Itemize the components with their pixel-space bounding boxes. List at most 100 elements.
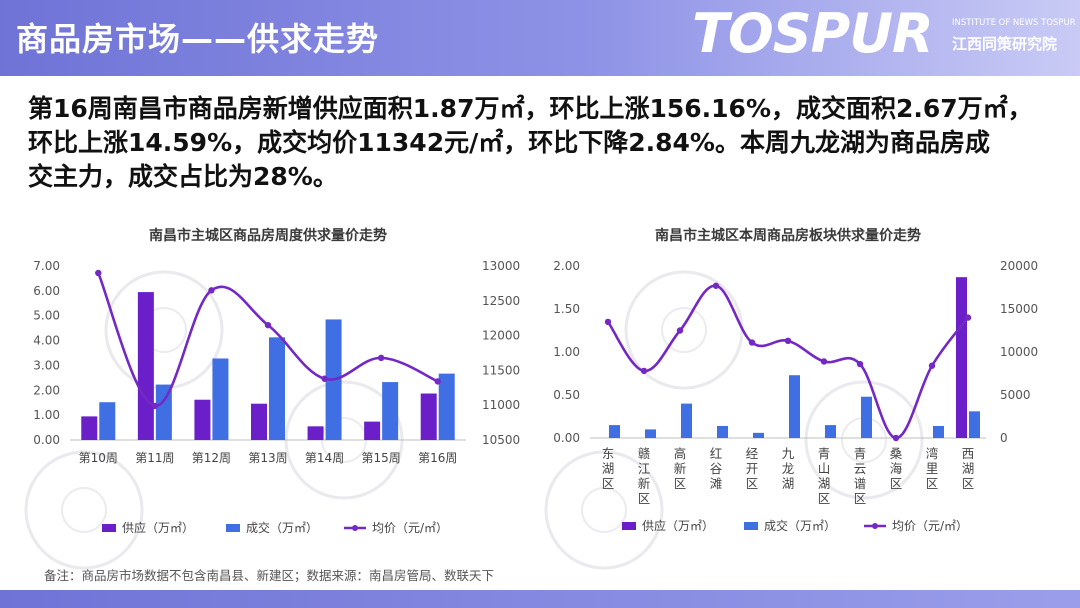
watermark-seal xyxy=(24,450,144,570)
legend-supply-label: 供应（万㎡） xyxy=(642,518,714,533)
supply-bar xyxy=(137,292,154,440)
district-chart-svg: 南昌市主城区本周商品房板块供求量价走势 0.00 0.50 1.00 1.50 2.00 0… xyxy=(544,227,1038,570)
right-axis-tick-label: 12500 xyxy=(482,294,520,308)
price-point xyxy=(151,402,159,410)
legend-price-marker xyxy=(872,523,878,529)
deal-bar xyxy=(609,425,620,438)
watermark-seal-inner xyxy=(661,307,707,353)
right-axis-tick-label: 15000 xyxy=(1000,302,1038,316)
right-axis-tick-label: 0 xyxy=(1000,431,1008,445)
price-point xyxy=(820,358,828,365)
right-axis-tick-label: 20000 xyxy=(1000,259,1038,273)
deal-bar xyxy=(933,425,944,438)
deal-bar xyxy=(861,396,872,438)
legend-supply-label: 供应（万㎡） xyxy=(122,520,194,535)
price-point xyxy=(676,327,684,334)
supply-bar xyxy=(364,421,381,440)
price-point xyxy=(712,282,720,289)
category-label: 赣江新区 xyxy=(638,446,651,506)
category-label: 第14周 xyxy=(305,451,344,465)
right-axis-tick-label: 5000 xyxy=(1000,388,1031,402)
header-bar: 商品房市场——供求走势 TOSPUR INSTITUTE OF NEWS TOS… xyxy=(0,0,1080,76)
left-axis-tick-label: 1.00 xyxy=(553,345,580,359)
right-axis-tick-label: 12000 xyxy=(482,329,520,343)
district-chart: 南昌市主城区本周商品房板块供求量价走势 0.00 0.50 1.00 1.50 2.00 0… xyxy=(534,210,1054,582)
category-label: 第15周 xyxy=(362,451,401,465)
deal-bar xyxy=(753,432,764,438)
right-axis-tick-label: 11500 xyxy=(482,363,520,377)
legend-supply-swatch xyxy=(102,524,116,532)
supply-bar xyxy=(251,403,267,440)
price-point xyxy=(784,337,792,345)
deal-bar xyxy=(155,384,172,440)
legend-deal-label: 成交（万㎡） xyxy=(246,520,318,535)
category-label: 第13周 xyxy=(248,451,287,465)
weekly-chart-svg: 南昌市主城区商品房周度供求量价走势 0.00 1.00 2.00 3.00 4.00 5.0… xyxy=(24,227,520,570)
supply-bar xyxy=(194,399,211,440)
watermark-seal-inner xyxy=(581,487,627,533)
left-axis-tick-label: 0.50 xyxy=(553,388,580,402)
chart-title: 南昌市主城区商品房周度供求量价走势 xyxy=(149,227,387,244)
category-label: 经开区 xyxy=(746,446,759,491)
deal-bar xyxy=(99,402,116,440)
price-point xyxy=(964,314,972,321)
right-axis-tick-label: 11000 xyxy=(482,398,520,412)
price-line xyxy=(606,284,970,440)
deal-bar xyxy=(269,337,285,440)
category-label: 青山湖区 xyxy=(818,446,831,506)
watermark-seal xyxy=(104,270,224,390)
category-label: 九龙湖 xyxy=(782,446,795,491)
left-axis-tick-label: 5.00 xyxy=(33,309,60,323)
supply-bar xyxy=(81,416,98,440)
footer-band xyxy=(0,590,1080,608)
left-axis-tick-label: 2.00 xyxy=(33,383,60,397)
logo-subtitle-cn: 江西同策研究院 xyxy=(952,35,1058,53)
supply-bar xyxy=(956,277,967,438)
watermark-seal xyxy=(544,450,664,570)
supply-bar xyxy=(307,426,324,440)
legend-deal-swatch xyxy=(744,522,758,530)
price-point xyxy=(95,269,102,277)
deal-bar xyxy=(681,403,692,438)
watermark-seal xyxy=(804,380,924,500)
deal-bar xyxy=(438,373,455,440)
summary-text: 第16周南昌市商品房新增供应面积1.87万㎡，环比上涨156.16%，成交面积2… xyxy=(28,92,1058,194)
right-axis-tick-label: 13000 xyxy=(482,259,520,273)
footnote: 备注：商品房市场数据不包含南昌县、新建区；数据来源：南昌房管局、数联天下 xyxy=(44,568,495,583)
deal-bar xyxy=(212,358,229,440)
price-point xyxy=(748,339,756,346)
left-axis-tick-label: 0.00 xyxy=(553,431,580,445)
right-axis-tick-label: 10000 xyxy=(1000,345,1038,359)
deal-bar xyxy=(717,425,728,438)
category-label: 高新区 xyxy=(674,446,687,491)
price-point xyxy=(321,375,328,382)
category-label: 第12周 xyxy=(192,451,231,465)
deal-bar xyxy=(382,382,399,440)
category-label: 第11周 xyxy=(135,451,174,465)
legend-supply-swatch xyxy=(622,522,636,530)
left-axis-tick-label: 0.00 xyxy=(33,433,60,447)
price-line xyxy=(97,272,439,408)
watermark-seal-inner xyxy=(61,487,107,533)
summary-line-3: 交主力，成交占比为28%。 xyxy=(28,162,338,191)
left-axis-tick-label: 2.00 xyxy=(553,259,580,273)
category-label: 桑海区 xyxy=(890,446,903,491)
weekly-chart: 南昌市主城区商品房周度供求量价走势 0.00 1.00 2.00 3.00 4.00 5.0… xyxy=(14,210,534,582)
legend-deal-label: 成交（万㎡） xyxy=(764,518,836,533)
price-point xyxy=(264,321,272,329)
category-label: 青云谱区 xyxy=(854,446,867,506)
supply-bar xyxy=(420,393,437,440)
left-axis-tick-label: 4.00 xyxy=(33,334,60,348)
category-label: 东湖区 xyxy=(602,446,615,491)
left-axis-tick-label: 6.00 xyxy=(33,284,60,298)
price-point xyxy=(856,360,864,368)
logo-wordmark: TOSPUR xyxy=(692,2,934,65)
price-point xyxy=(928,362,936,369)
price-point xyxy=(640,367,648,375)
price-point xyxy=(892,434,900,442)
deal-bar xyxy=(825,425,836,438)
summary-line-1: 第16周南昌市商品房新增供应面积1.87万㎡，环比上涨156.16%，成交面积2… xyxy=(28,94,1033,123)
price-point xyxy=(434,378,441,385)
category-label: 红谷滩 xyxy=(710,446,723,491)
category-label: 第10周 xyxy=(79,451,118,465)
